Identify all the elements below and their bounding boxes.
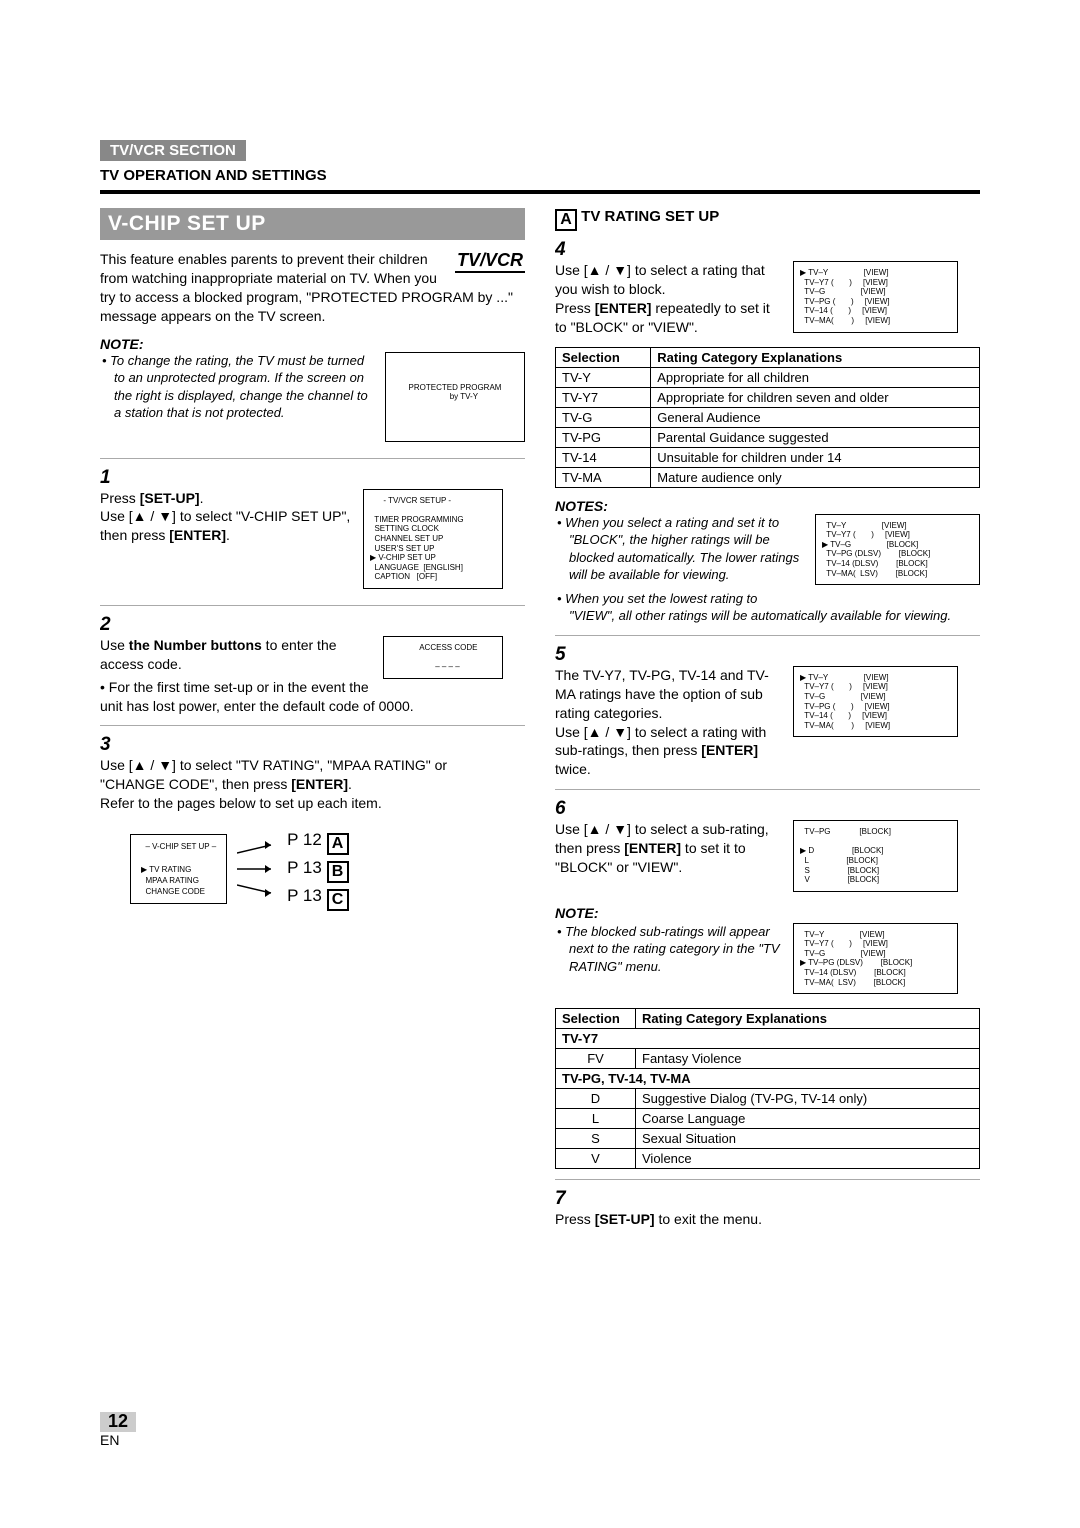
vchip-heading: V-CHIP SET UP [100,208,525,240]
step-number: 2 [100,614,118,636]
subrating-screen-bot: TV–Y [VIEW] TV–Y7 ( ) [VIEW] TV–G [VIEW]… [793,923,958,995]
note-header-6: NOTE: [555,904,958,923]
subrating-screen-top: TV–PG [BLOCK] ▶ D [BLOCK] L [BLOCK] S [B… [793,820,958,892]
right-column: A TV RATING SET UP 4 ▶ TV–Y [VIEW] TV–Y7… [555,208,980,1229]
page-refs: P 12 A P 13 B P 13 C [287,827,348,911]
step-7: 7 Press [SET-UP] to exit the menu. [555,1179,980,1229]
notes-screen: TV–Y [VIEW] TV–Y7 ( ) [VIEW] ▶ TV–G [BLO… [815,514,980,586]
notes-header: NOTES: [555,498,980,514]
step-4: 4 ▶ TV–Y [VIEW] TV–Y7 ( ) [VIEW] TV–G [V… [555,239,980,339]
setup-menu-screen: - TV/VCR SETUP - TIMER PROGRAMMING SETTI… [363,489,503,589]
step-number: 4 [555,239,573,261]
access-code-screen: ACCESS CODE – – – – [383,636,503,679]
step-number: 6 [555,798,573,820]
rating-screen-5: ▶ TV–Y [VIEW] TV–Y7 ( ) [VIEW] TV–G [VIE… [793,666,958,738]
operation-title: TV OPERATION AND SETTINGS [100,167,980,184]
step-number: 3 [100,734,118,756]
left-column: V-CHIP SET UP TV/VCR This feature enable… [100,208,525,1229]
vchip-menu-diagram: – V-CHIP SET UP – ▶ TV RATING MPAA RATIN… [130,827,525,911]
protected-screen: PROTECTED PROGRAM by TV-Y [385,352,525,442]
page-number: 12 EN [100,1411,136,1448]
step-6: 6 TV–PG [BLOCK] ▶ D [BLOCK] L [BLOCK] S … [555,789,980,1000]
rating-table-2: SelectionRating Category Explanations TV… [555,1008,980,1169]
header: TV/VCR SECTION TV OPERATION AND SETTINGS [100,140,980,194]
divider [100,190,980,194]
step-3: 3 Use [▲ / ▼] to select "TV RATING", "MP… [100,725,525,813]
step-number: 7 [555,1188,573,1210]
step-5: 5 ▶ TV–Y [VIEW] TV–Y7 ( ) [VIEW] TV–G [V… [555,635,980,779]
vchip-menu-screen: – V-CHIP SET UP – ▶ TV RATING MPAA RATIN… [130,834,227,904]
section-tag: TV/VCR SECTION [100,140,246,161]
rating-table-1: SelectionRating Category Explanations TV… [555,347,980,488]
step-number: 5 [555,644,573,666]
step-number: 1 [100,467,118,489]
tv-rating-heading: A TV RATING SET UP [555,208,980,231]
note-header: NOTE: [100,336,525,352]
rating-screen-4: ▶ TV–Y [VIEW] TV–Y7 ( ) [VIEW] TV–G [VIE… [793,261,958,333]
arrows-icon [237,839,277,899]
step-1: 1 - TV/VCR SETUP - TIMER PROGRAMMING SET… [100,458,525,595]
step-2: 2 ACCESS CODE – – – – Use the Number but… [100,605,525,716]
note-2: When you set the lowest rating to "VIEW"… [569,590,980,625]
tvvcr-logo: TV/VCR [455,250,525,273]
